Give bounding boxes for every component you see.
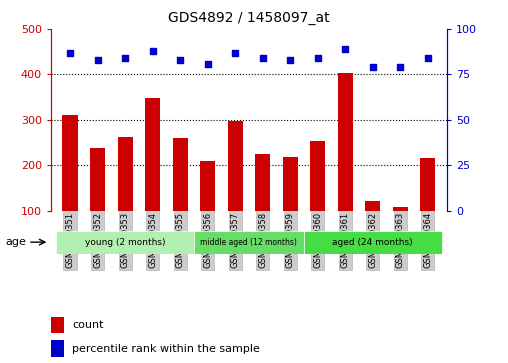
Bar: [228, 121, 243, 211]
Text: count: count: [72, 321, 104, 330]
Point: [424, 55, 432, 61]
Bar: [365, 201, 380, 211]
Bar: [393, 207, 408, 211]
Point: [204, 61, 212, 66]
Bar: [304, 231, 441, 254]
Point: [313, 55, 322, 61]
Point: [148, 48, 156, 54]
Bar: [255, 154, 270, 211]
Text: aged (24 months): aged (24 months): [332, 238, 413, 247]
Bar: [90, 148, 105, 211]
Text: young (2 months): young (2 months): [85, 238, 165, 247]
Bar: [51, 317, 64, 333]
Text: age: age: [5, 237, 26, 247]
Point: [121, 55, 129, 61]
Bar: [282, 158, 298, 211]
Bar: [194, 231, 304, 254]
Bar: [200, 160, 215, 211]
Point: [93, 57, 102, 63]
Bar: [62, 115, 78, 211]
Point: [286, 57, 294, 63]
Point: [369, 64, 377, 70]
Bar: [420, 158, 435, 211]
Point: [259, 55, 267, 61]
Point: [341, 46, 350, 52]
Title: GDS4892 / 1458097_at: GDS4892 / 1458097_at: [168, 11, 330, 25]
Bar: [145, 98, 160, 211]
Text: middle aged (12 months): middle aged (12 months): [201, 238, 297, 247]
Bar: [51, 340, 64, 357]
Point: [176, 57, 184, 63]
Bar: [310, 141, 325, 211]
Text: percentile rank within the sample: percentile rank within the sample: [72, 344, 260, 354]
Bar: [117, 136, 133, 211]
Bar: [173, 138, 187, 211]
Point: [66, 50, 74, 56]
Bar: [338, 73, 353, 211]
Point: [396, 64, 404, 70]
Point: [231, 50, 239, 56]
Bar: [56, 231, 194, 254]
